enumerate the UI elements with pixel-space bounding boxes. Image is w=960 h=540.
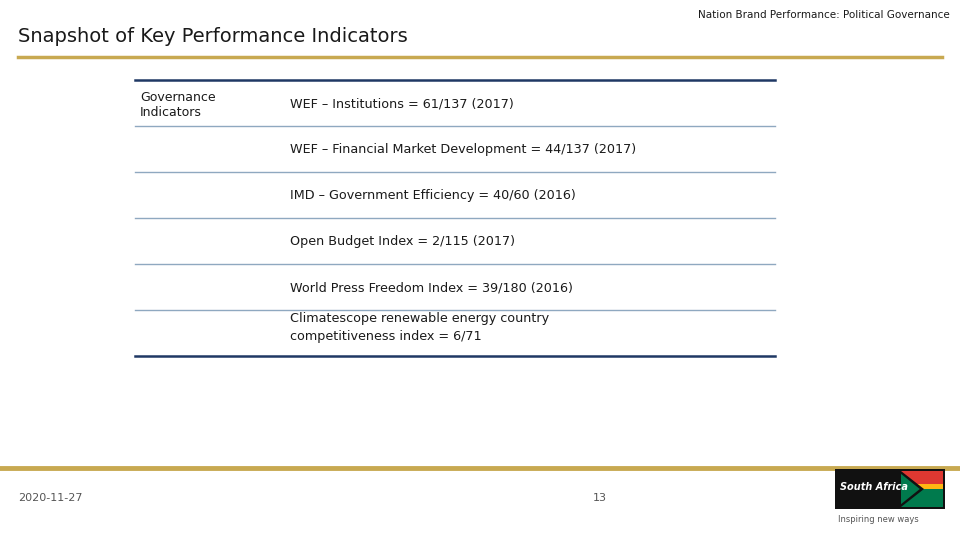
Bar [901,471,943,507]
Text: Inspiring new ways: Inspiring new ways [838,515,919,523]
Polygon shape [901,474,920,504]
Polygon shape [901,471,924,507]
FancyBboxPatch shape [835,469,945,509]
Text: Nation Brand Performance: Political Governance: Nation Brand Performance: Political Gove… [698,10,950,20]
Bar [901,489,943,507]
Bar [901,484,943,489]
Text: WEF – Institutions = 61/137 (2017): WEF – Institutions = 61/137 (2017) [290,97,514,110]
Text: 13: 13 [593,493,607,503]
Text: IMD – Government Efficiency = 40/60 (2016): IMD – Government Efficiency = 40/60 (201… [290,190,576,202]
Text: Open Budget Index = 2/115 (2017): Open Budget Index = 2/115 (2017) [290,235,515,248]
Text: South Africa: South Africa [840,482,908,492]
Text: WEF – Financial Market Development = 44/137 (2017): WEF – Financial Market Development = 44/… [290,144,636,157]
Text: Governance
Indicators: Governance Indicators [140,91,216,119]
Text: Climatescope renewable energy country
competitiveness index = 6/71: Climatescope renewable energy country co… [290,312,549,343]
Text: 2020-11-27: 2020-11-27 [18,493,83,503]
Text: Snapshot of Key Performance Indicators: Snapshot of Key Performance Indicators [18,26,408,45]
Text: World Press Freedom Index = 39/180 (2016): World Press Freedom Index = 39/180 (2016… [290,281,573,294]
Bar [901,471,943,484]
